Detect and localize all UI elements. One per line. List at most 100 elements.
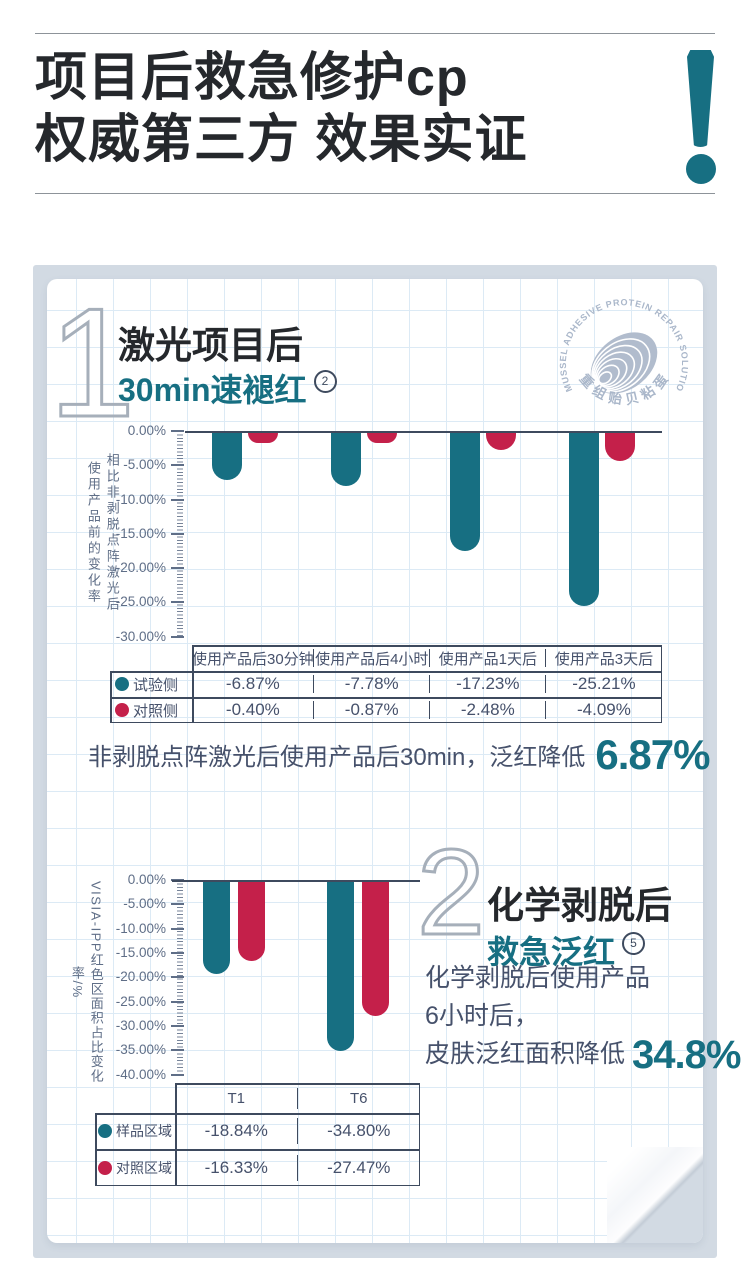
ytick-label: 0.00%	[127, 872, 166, 887]
major-tick	[171, 1073, 184, 1076]
paper-card: 1 激光项目后 30min速褪红 2 M	[47, 279, 741, 1243]
major-tick	[171, 498, 184, 501]
table1-border	[192, 645, 662, 647]
table2-border	[175, 1083, 420, 1085]
table1-row1-val4: -25.21%	[544, 671, 662, 697]
bar-试验侧-使用产品1天后	[450, 433, 481, 552]
table1-row1-val3: -17.23%	[428, 671, 546, 697]
major-tick	[171, 635, 184, 638]
bar-对照侧-使用产品3天后	[605, 433, 636, 462]
ytick-label: -35.00%	[115, 1042, 166, 1058]
legend-dot-sample-area	[98, 1124, 112, 1139]
bar-group-使用产品1天后	[424, 433, 543, 639]
table1-header-col2: 使用产品后4小时	[312, 645, 430, 671]
ytick-label: -30.00%	[115, 1017, 166, 1033]
major-tick	[171, 1024, 184, 1027]
major-tick	[171, 1049, 184, 1052]
ytick-label: -5.00%	[123, 896, 166, 912]
table2-border	[95, 1184, 420, 1186]
ytick-label: -15.00%	[115, 944, 166, 960]
major-tick	[171, 464, 184, 467]
ytick-label: -5.00%	[123, 457, 166, 473]
footnote-2-icon: 2	[313, 370, 337, 393]
legend-dot-control-side	[115, 703, 129, 717]
bar-试验侧-使用产品3天后	[569, 433, 600, 606]
ytick-label: -15.00%	[115, 525, 166, 541]
bar-试验侧-使用产品后4小时	[330, 433, 361, 487]
bar-group-使用产品3天后	[543, 433, 662, 639]
major-tick	[171, 601, 184, 604]
section2-desc-line3-text: 皮肤泛红面积降低	[425, 1040, 626, 1068]
results-table-1: 使用产品后30分钟 使用产品后4小时 使用产品1天后 使用产品3天后 试验侧 -…	[110, 645, 662, 723]
table1-row2-val2: -0.87%	[312, 697, 430, 723]
major-tick	[171, 976, 184, 979]
table2-border	[175, 1083, 177, 1186]
table1-border	[110, 721, 662, 723]
table1-border	[110, 697, 662, 699]
major-tick	[171, 951, 184, 954]
chart1-axis-ruler	[170, 430, 184, 638]
bar-样品区域-T6	[327, 882, 354, 1052]
chart1-ylabel-col2: 产品前的变化率	[85, 493, 101, 605]
table2-header-t1: T1	[227, 1089, 245, 1107]
table1-row2-label-text: 对照侧	[133, 702, 179, 720]
table1-row2-val1: -0.40%	[225, 700, 280, 719]
table1-row2-val4: -4.09%	[544, 697, 662, 723]
mussel-shell-icon	[590, 332, 658, 394]
ytick-label: -20.00%	[115, 969, 166, 985]
footnote-5-icon: 5	[622, 932, 646, 955]
conclusion-1-text: 非剥脱点阵激光后使用产品后30min，泛红降低	[88, 744, 586, 771]
chart1-plot-area	[185, 431, 662, 639]
table1-row2-label: 对照侧	[110, 697, 192, 723]
page-title-line1: 项目后救急修护cp	[35, 49, 469, 107]
chart1-ylabel-col1: 相比非剥脱点阵激光后使用	[85, 453, 120, 613]
section2-desc-line3: 皮肤泛红面积降低 34.8%	[425, 1033, 741, 1077]
section2-paragraph: 化学剥脱后使用产品 6小时后， 皮肤泛红面积降低 34.8%	[425, 959, 741, 1077]
section1-subtitle-text: 30min速褪红	[118, 372, 307, 408]
table1-row2-val3: -2.48%	[428, 697, 546, 723]
section2-value: 34.8%	[631, 1033, 741, 1077]
bar-group-T6	[296, 882, 420, 1077]
table1-header-col4: 使用产品3天后	[544, 645, 662, 671]
bar-group-T1	[172, 882, 296, 1077]
table1-border	[660, 645, 662, 723]
section2-title: 化学剥脱后	[487, 885, 672, 926]
table2-header-t6: T6	[296, 1083, 421, 1113]
bar-对照侧-使用产品后30分钟	[247, 433, 278, 443]
table1-row1-label-text: 试验侧	[133, 676, 179, 694]
bar-样品区域-T1	[203, 882, 230, 974]
legend-dot-control-area	[98, 1160, 112, 1175]
table2-border	[95, 1113, 97, 1186]
table1-border	[110, 671, 662, 673]
table2-row1-val1: -18.84%	[204, 1121, 268, 1141]
background-panel: 1 激光项目后 30min速褪红 2 M	[33, 265, 741, 1258]
table2-corner-cell	[95, 1083, 175, 1113]
bar-对照侧-使用产品1天后	[486, 433, 517, 450]
table2-border	[95, 1149, 420, 1151]
exclamation-bar	[687, 50, 714, 147]
bar-试验侧-使用产品后30分钟	[211, 433, 242, 481]
exclamation-icon	[685, 48, 717, 188]
mussel-protein-seal: MUSSEL ADHESIVE PROTEIN REPAIR SOLUTION …	[551, 289, 689, 407]
header-bottom-rule	[35, 193, 715, 194]
table2-row2-label: 对照区域	[95, 1150, 175, 1187]
bar-对照侧-使用产品后4小时	[366, 433, 397, 443]
bar-对照区域-T6	[362, 882, 389, 1016]
section1-title: 激光项目后	[118, 325, 303, 366]
major-tick	[171, 903, 184, 906]
chart2-ylabel-text: VISIA-IPP红色区面积占比变化率/%	[69, 880, 104, 1084]
table2-row1-val2: -34.80%	[296, 1113, 421, 1150]
table1-corner-cell	[110, 645, 192, 671]
section2-subtitle: 救急泛红 5	[487, 927, 646, 973]
chart2-ytick-labels: 0.00% -5.00% -10.00% -15.00% -20.00% -25.00% -…	[100, 872, 166, 1082]
ytick-label: -40.00%	[115, 1066, 166, 1082]
table2-border	[418, 1083, 420, 1186]
major-tick	[171, 430, 184, 432]
ytick-label: -30.00%	[115, 628, 166, 644]
table1-row1-label: 试验侧	[110, 671, 192, 697]
major-tick	[171, 927, 184, 930]
bar-group-使用产品后4小时	[304, 433, 423, 639]
table1-border	[192, 645, 194, 723]
table1-row1-val2: -7.78%	[312, 671, 430, 697]
